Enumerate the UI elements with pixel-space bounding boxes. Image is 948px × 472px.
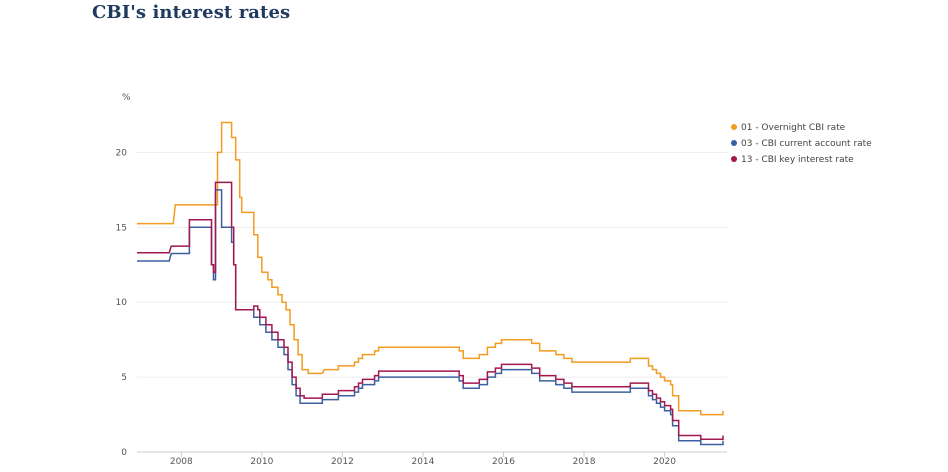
legend-marker xyxy=(731,156,737,162)
x-axis-ticks: 2008 2010 2012 2014 2016 2018 2020 xyxy=(170,452,676,467)
x-tick-label: 2016 xyxy=(492,457,515,467)
series-line-3 xyxy=(137,181,724,441)
x-tick-label: 2020 xyxy=(653,457,676,467)
x-tick-label: 2014 xyxy=(411,457,434,467)
x-tick-label: 2012 xyxy=(331,457,354,467)
legend-label: 01 - Overnight CBI rate xyxy=(741,123,846,133)
y-tick-label: 15 xyxy=(116,223,127,233)
y-tick-label: 10 xyxy=(116,298,128,308)
x-tick-label: 2010 xyxy=(250,457,273,467)
gridlines xyxy=(137,151,727,453)
series-line-2 xyxy=(137,189,724,446)
y-axis-unit-label: % xyxy=(122,93,131,103)
legend-item[interactable]: 13 - CBI key interest rate xyxy=(731,155,854,165)
y-tick-label: 5 xyxy=(121,373,127,383)
y-tick-label: 0 xyxy=(121,448,127,458)
series-lines xyxy=(137,121,724,446)
legend-label: 03 - CBI current account rate xyxy=(741,139,872,149)
legend-label: 13 - CBI key interest rate xyxy=(741,155,854,165)
page-title: CBI's interest rates xyxy=(92,2,291,23)
legend-item[interactable]: 03 - CBI current account rate xyxy=(731,139,872,149)
y-axis-ticks: 0 5 10 15 20 xyxy=(116,148,128,458)
x-tick-label: 2008 xyxy=(170,457,193,467)
legend-marker xyxy=(731,124,737,130)
legend-item[interactable]: 01 - Overnight CBI rate xyxy=(731,123,846,133)
x-tick-label: 2018 xyxy=(573,457,596,467)
legend-marker xyxy=(731,140,737,146)
legend[interactable]: 01 - Overnight CBI rate 03 - CBI current … xyxy=(731,123,872,165)
series-line-1 xyxy=(137,121,724,416)
y-tick-label: 20 xyxy=(116,148,128,158)
